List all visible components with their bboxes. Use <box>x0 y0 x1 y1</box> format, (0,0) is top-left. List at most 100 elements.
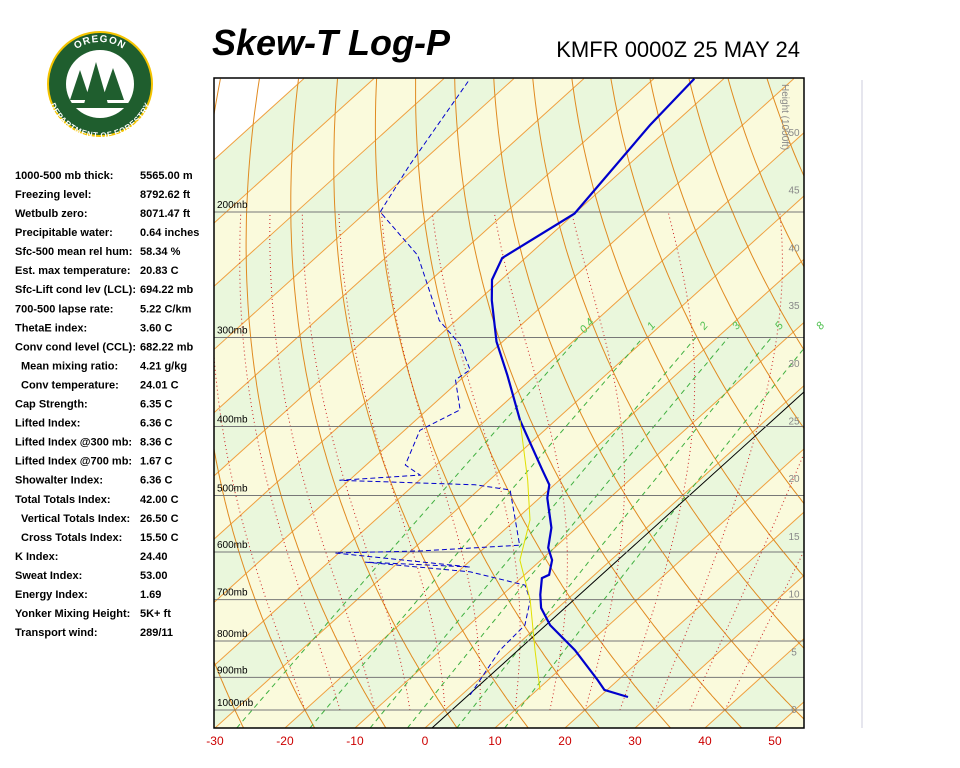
y-tick-label: 900mb <box>217 665 248 676</box>
x-tick-label: 40 <box>698 734 712 748</box>
index-label: Est. max temperature: <box>15 265 131 277</box>
plot-frame <box>213 77 805 729</box>
dry-adiabat <box>884 79 960 728</box>
height-tick-label: 40 <box>788 243 800 254</box>
isotherm <box>354 321 804 728</box>
dry-adiabat <box>374 78 600 728</box>
mixing-ratio-line <box>504 347 804 728</box>
index-label: Cross Totals Index: <box>21 532 122 544</box>
index-value: 5.22 C/km <box>140 303 192 315</box>
isotherm <box>494 448 804 728</box>
index-value: 8.36 C <box>140 437 172 449</box>
x-tick-label: 30 <box>628 734 642 748</box>
index-value: 694.22 mb <box>140 284 193 296</box>
index-label: Precipitable water: <box>15 227 113 239</box>
index-value: 6.35 C <box>140 399 172 411</box>
dewpoint-line <box>335 80 531 696</box>
isotherm <box>634 574 804 728</box>
y-tick-label: 300mb <box>217 325 248 336</box>
plot-area <box>214 78 960 728</box>
logo: OREGON DEPARTMENT OF FORESTRY <box>47 31 153 140</box>
dry-adiabat <box>806 79 960 728</box>
height-tick-label: 50 <box>788 128 800 139</box>
index-label: 700-500 lapse rate: <box>15 303 113 315</box>
height-tick-label: 30 <box>788 359 800 370</box>
dry-adiabat <box>923 79 960 728</box>
height-tick-label: 25 <box>788 417 800 428</box>
index-value: 3.60 C <box>140 322 172 334</box>
x-tick-label: -10 <box>346 734 364 748</box>
index-label: Lifted Index: <box>15 418 80 430</box>
parcel-line <box>519 420 541 690</box>
y-tick-label: 800mb <box>217 629 248 640</box>
index-value: 4.21 g/kg <box>140 360 187 372</box>
dry-adiabat <box>532 78 804 650</box>
index-value: 26.50 C <box>140 513 179 525</box>
dry-adiabat <box>214 78 316 728</box>
dry-adiabat <box>688 78 804 351</box>
index-label: K Index: <box>15 551 58 563</box>
dry-adiabat <box>649 78 804 430</box>
moist-adiabat <box>338 211 446 711</box>
height-tick-label: 10 <box>788 590 800 601</box>
height-axis-label: Height (1000ft) <box>779 84 790 150</box>
mixing-ratio-line <box>309 337 644 728</box>
index-value: 5565.00 m <box>140 170 193 182</box>
index-label: Energy Index: <box>15 589 88 601</box>
index-value: 53.00 <box>140 570 168 582</box>
moist-adiabat <box>301 211 411 711</box>
moist-adiabat <box>689 452 804 711</box>
y-tick-label: 1000mb <box>217 698 254 709</box>
x-tick-label: 0 <box>422 734 429 748</box>
index-label: Freezing level: <box>15 189 91 201</box>
index-value: 6.36 C <box>140 475 172 487</box>
dry-adiabat <box>610 78 804 505</box>
moist-adiabat <box>431 211 521 711</box>
height-tick-label: 15 <box>788 532 800 543</box>
isotherm <box>214 78 515 351</box>
x-tick-label: 10 <box>488 734 502 748</box>
isotherm <box>214 78 655 477</box>
index-label: Conv temperature: <box>21 379 119 391</box>
isotherm <box>214 78 375 224</box>
index-label: Sweat Index: <box>15 570 82 582</box>
dry-adiabat <box>845 79 960 728</box>
temperature-band <box>214 132 804 728</box>
index-value: 1.67 C <box>140 456 172 468</box>
mixing-ratio-label: 8 <box>814 319 828 332</box>
temperature-band <box>214 78 804 666</box>
dry-adiabat <box>245 78 387 728</box>
zero-isotherm <box>431 391 804 728</box>
index-value: 8071.47 ft <box>140 208 190 220</box>
temperature-line <box>490 78 696 699</box>
index-value: 6.36 C <box>140 418 172 430</box>
index-value: 1.69 <box>140 589 161 601</box>
logo-ground <box>72 103 128 108</box>
index-value: 58.34 % <box>140 246 181 258</box>
index-label: ThetaE index: <box>15 322 87 334</box>
index-value: 24.40 <box>140 551 168 563</box>
x-tick-label: 50 <box>768 734 782 748</box>
index-value: 5K+ ft <box>140 608 171 620</box>
dry-adiabat <box>493 78 804 720</box>
index-label: Lifted Index @700 mb: <box>15 456 132 468</box>
y-tick-label: 200mb <box>217 200 248 211</box>
mixing-ratio-line <box>456 337 772 728</box>
y-tick-label: 600mb <box>217 540 248 551</box>
moist-adiabat <box>493 211 568 711</box>
index-value: 15.50 C <box>140 532 179 544</box>
moist-adiabat <box>380 211 481 711</box>
overlay: 0.4 1 2 3 5 81000mb900mb800mb700mb600mb500mb4… <box>206 84 828 748</box>
index-label: Transport wind: <box>15 627 98 639</box>
indices-table: 1000-500 mb thick: 5565.00 m Freezing leve… <box>15 170 199 639</box>
index-label: Showalter Index: <box>15 475 103 487</box>
dry-adiabat <box>333 78 529 728</box>
isotherm <box>284 258 804 728</box>
index-value: 20.83 C <box>140 265 179 277</box>
index-value: 42.00 C <box>140 494 179 506</box>
isotherm <box>214 78 725 540</box>
index-label: Sfc-Lift cond lev (LCL): <box>15 284 136 296</box>
height-tick-label: 45 <box>788 186 800 197</box>
height-tick-label: 0 <box>791 705 797 716</box>
moist-adiabat <box>214 212 306 711</box>
